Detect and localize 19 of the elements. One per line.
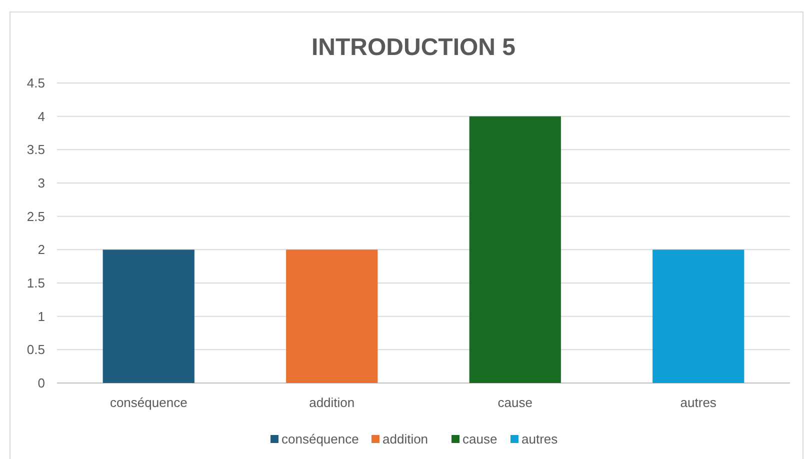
y-tick-label: 2.5: [26, 208, 45, 224]
y-tick-label: 3.5: [26, 142, 45, 158]
legend-label: conséquence: [282, 432, 359, 447]
x-tick-label: cause: [498, 395, 532, 410]
chart-title: INTRODUCTION 5: [312, 34, 516, 61]
y-tick-label: 1.5: [26, 276, 45, 291]
y-tick-label: 4: [38, 108, 45, 124]
y-tick-label: 4.5: [26, 76, 45, 91]
legend-label: addition: [382, 432, 428, 447]
y-tick-label: 0.5: [26, 342, 45, 358]
x-tick-label: autres: [680, 395, 717, 410]
y-tick-label: 2: [38, 242, 45, 258]
x-tick-label: addition: [309, 395, 355, 410]
legend-label: autres: [522, 432, 558, 447]
legend-label: cause: [462, 432, 498, 447]
y-tick-label: 0: [38, 376, 45, 391]
x-tick-label: conséquence: [110, 395, 188, 410]
y-tick-label: 1: [38, 308, 45, 324]
y-tick-label: 3: [38, 176, 45, 191]
